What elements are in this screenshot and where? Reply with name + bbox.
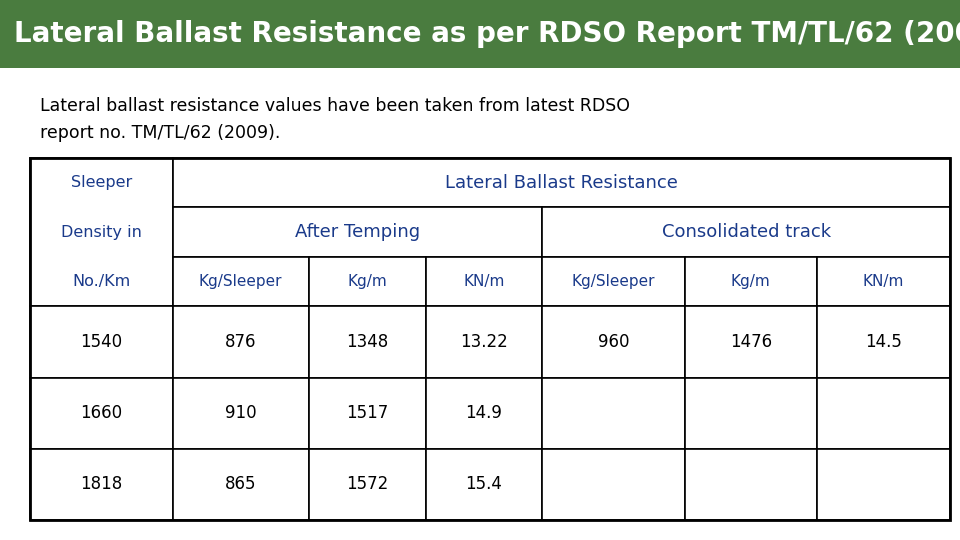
Text: 910: 910 xyxy=(225,404,256,422)
Text: 1660: 1660 xyxy=(81,404,122,422)
Text: 960: 960 xyxy=(598,333,630,351)
Text: 1572: 1572 xyxy=(346,475,388,494)
Bar xyxy=(173,449,309,520)
Text: 1818: 1818 xyxy=(81,475,123,494)
Bar xyxy=(542,377,685,449)
Text: Sleeper: Sleeper xyxy=(71,176,132,190)
Bar xyxy=(817,377,950,449)
Text: No./Km: No./Km xyxy=(72,274,131,289)
Text: KN/m: KN/m xyxy=(464,274,505,289)
Bar xyxy=(685,306,817,377)
Text: KN/m: KN/m xyxy=(863,274,904,289)
Bar xyxy=(0,0,960,68)
Text: 14.9: 14.9 xyxy=(466,404,502,422)
Text: Lateral ballast resistance values have been taken from latest RDSO: Lateral ballast resistance values have b… xyxy=(40,97,630,115)
Bar xyxy=(173,377,309,449)
Bar xyxy=(425,377,542,449)
Text: 13.22: 13.22 xyxy=(460,333,508,351)
Text: Kg/m: Kg/m xyxy=(731,274,771,289)
Bar xyxy=(542,306,685,377)
Bar xyxy=(817,306,950,377)
Text: Density in: Density in xyxy=(60,225,142,240)
Text: Consolidated track: Consolidated track xyxy=(661,223,830,241)
Bar xyxy=(30,449,173,520)
Text: 1476: 1476 xyxy=(730,333,772,351)
Text: 15.4: 15.4 xyxy=(466,475,502,494)
Bar xyxy=(817,257,950,306)
Text: report no. TM/TL/62 (2009).: report no. TM/TL/62 (2009). xyxy=(40,124,280,142)
Bar xyxy=(309,449,425,520)
Bar xyxy=(173,158,950,207)
Text: 14.5: 14.5 xyxy=(865,333,901,351)
Bar xyxy=(173,257,309,306)
Text: Lateral Ballast Resistance as per RDSO Report TM/TL/62 (2009): Lateral Ballast Resistance as per RDSO R… xyxy=(14,20,960,48)
Bar xyxy=(30,158,173,306)
Bar xyxy=(30,306,173,377)
Bar xyxy=(309,306,425,377)
Text: Kg/Sleeper: Kg/Sleeper xyxy=(199,274,282,289)
Text: 865: 865 xyxy=(225,475,256,494)
Text: 876: 876 xyxy=(225,333,256,351)
Bar xyxy=(542,257,685,306)
Bar xyxy=(685,449,817,520)
Bar xyxy=(309,257,425,306)
Bar xyxy=(542,207,950,257)
Bar xyxy=(30,377,173,449)
Text: 1348: 1348 xyxy=(346,333,388,351)
Text: 1540: 1540 xyxy=(81,333,122,351)
Text: After Temping: After Temping xyxy=(295,223,420,241)
Bar xyxy=(30,158,950,520)
Bar xyxy=(425,449,542,520)
Bar xyxy=(173,306,309,377)
Bar xyxy=(685,377,817,449)
Bar xyxy=(425,257,542,306)
Text: Kg/Sleeper: Kg/Sleeper xyxy=(572,274,656,289)
Bar xyxy=(685,257,817,306)
Bar xyxy=(817,449,950,520)
Text: Lateral Ballast Resistance: Lateral Ballast Resistance xyxy=(444,174,678,192)
Bar xyxy=(425,306,542,377)
Bar xyxy=(309,377,425,449)
Text: 1517: 1517 xyxy=(346,404,388,422)
Bar xyxy=(542,449,685,520)
Text: Kg/m: Kg/m xyxy=(348,274,387,289)
Bar xyxy=(173,207,542,257)
